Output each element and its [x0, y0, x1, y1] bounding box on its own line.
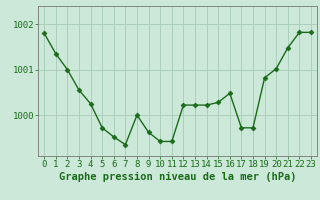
X-axis label: Graphe pression niveau de la mer (hPa): Graphe pression niveau de la mer (hPa)	[59, 172, 296, 182]
